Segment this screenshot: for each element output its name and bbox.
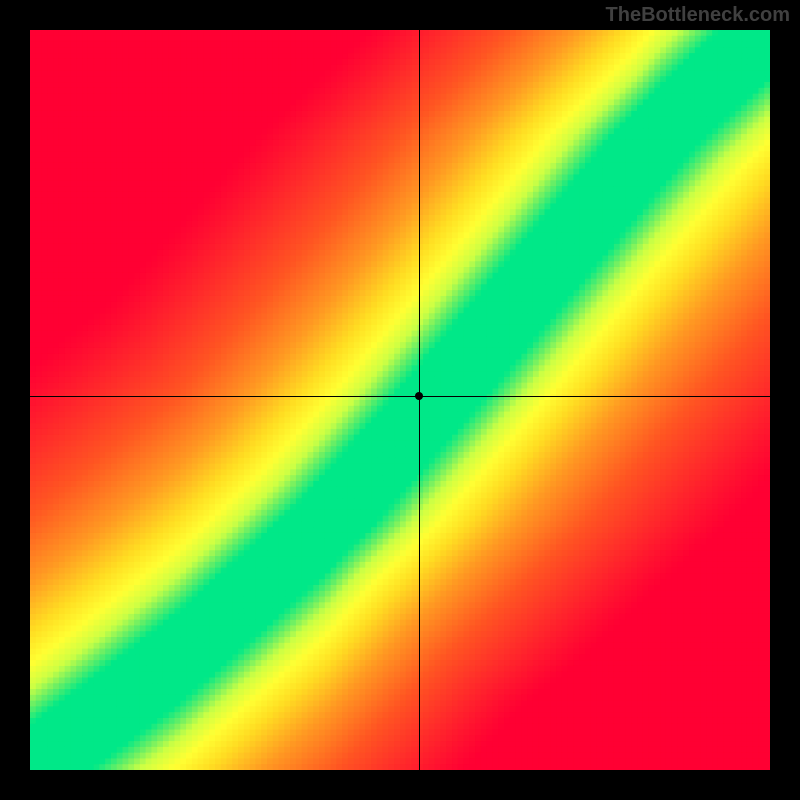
heatmap-plot-area [30, 30, 770, 770]
heatmap-canvas [30, 30, 770, 770]
watermark-text: TheBottleneck.com [606, 4, 790, 27]
crosshair-marker-dot [415, 392, 423, 400]
crosshair-horizontal [30, 396, 770, 397]
